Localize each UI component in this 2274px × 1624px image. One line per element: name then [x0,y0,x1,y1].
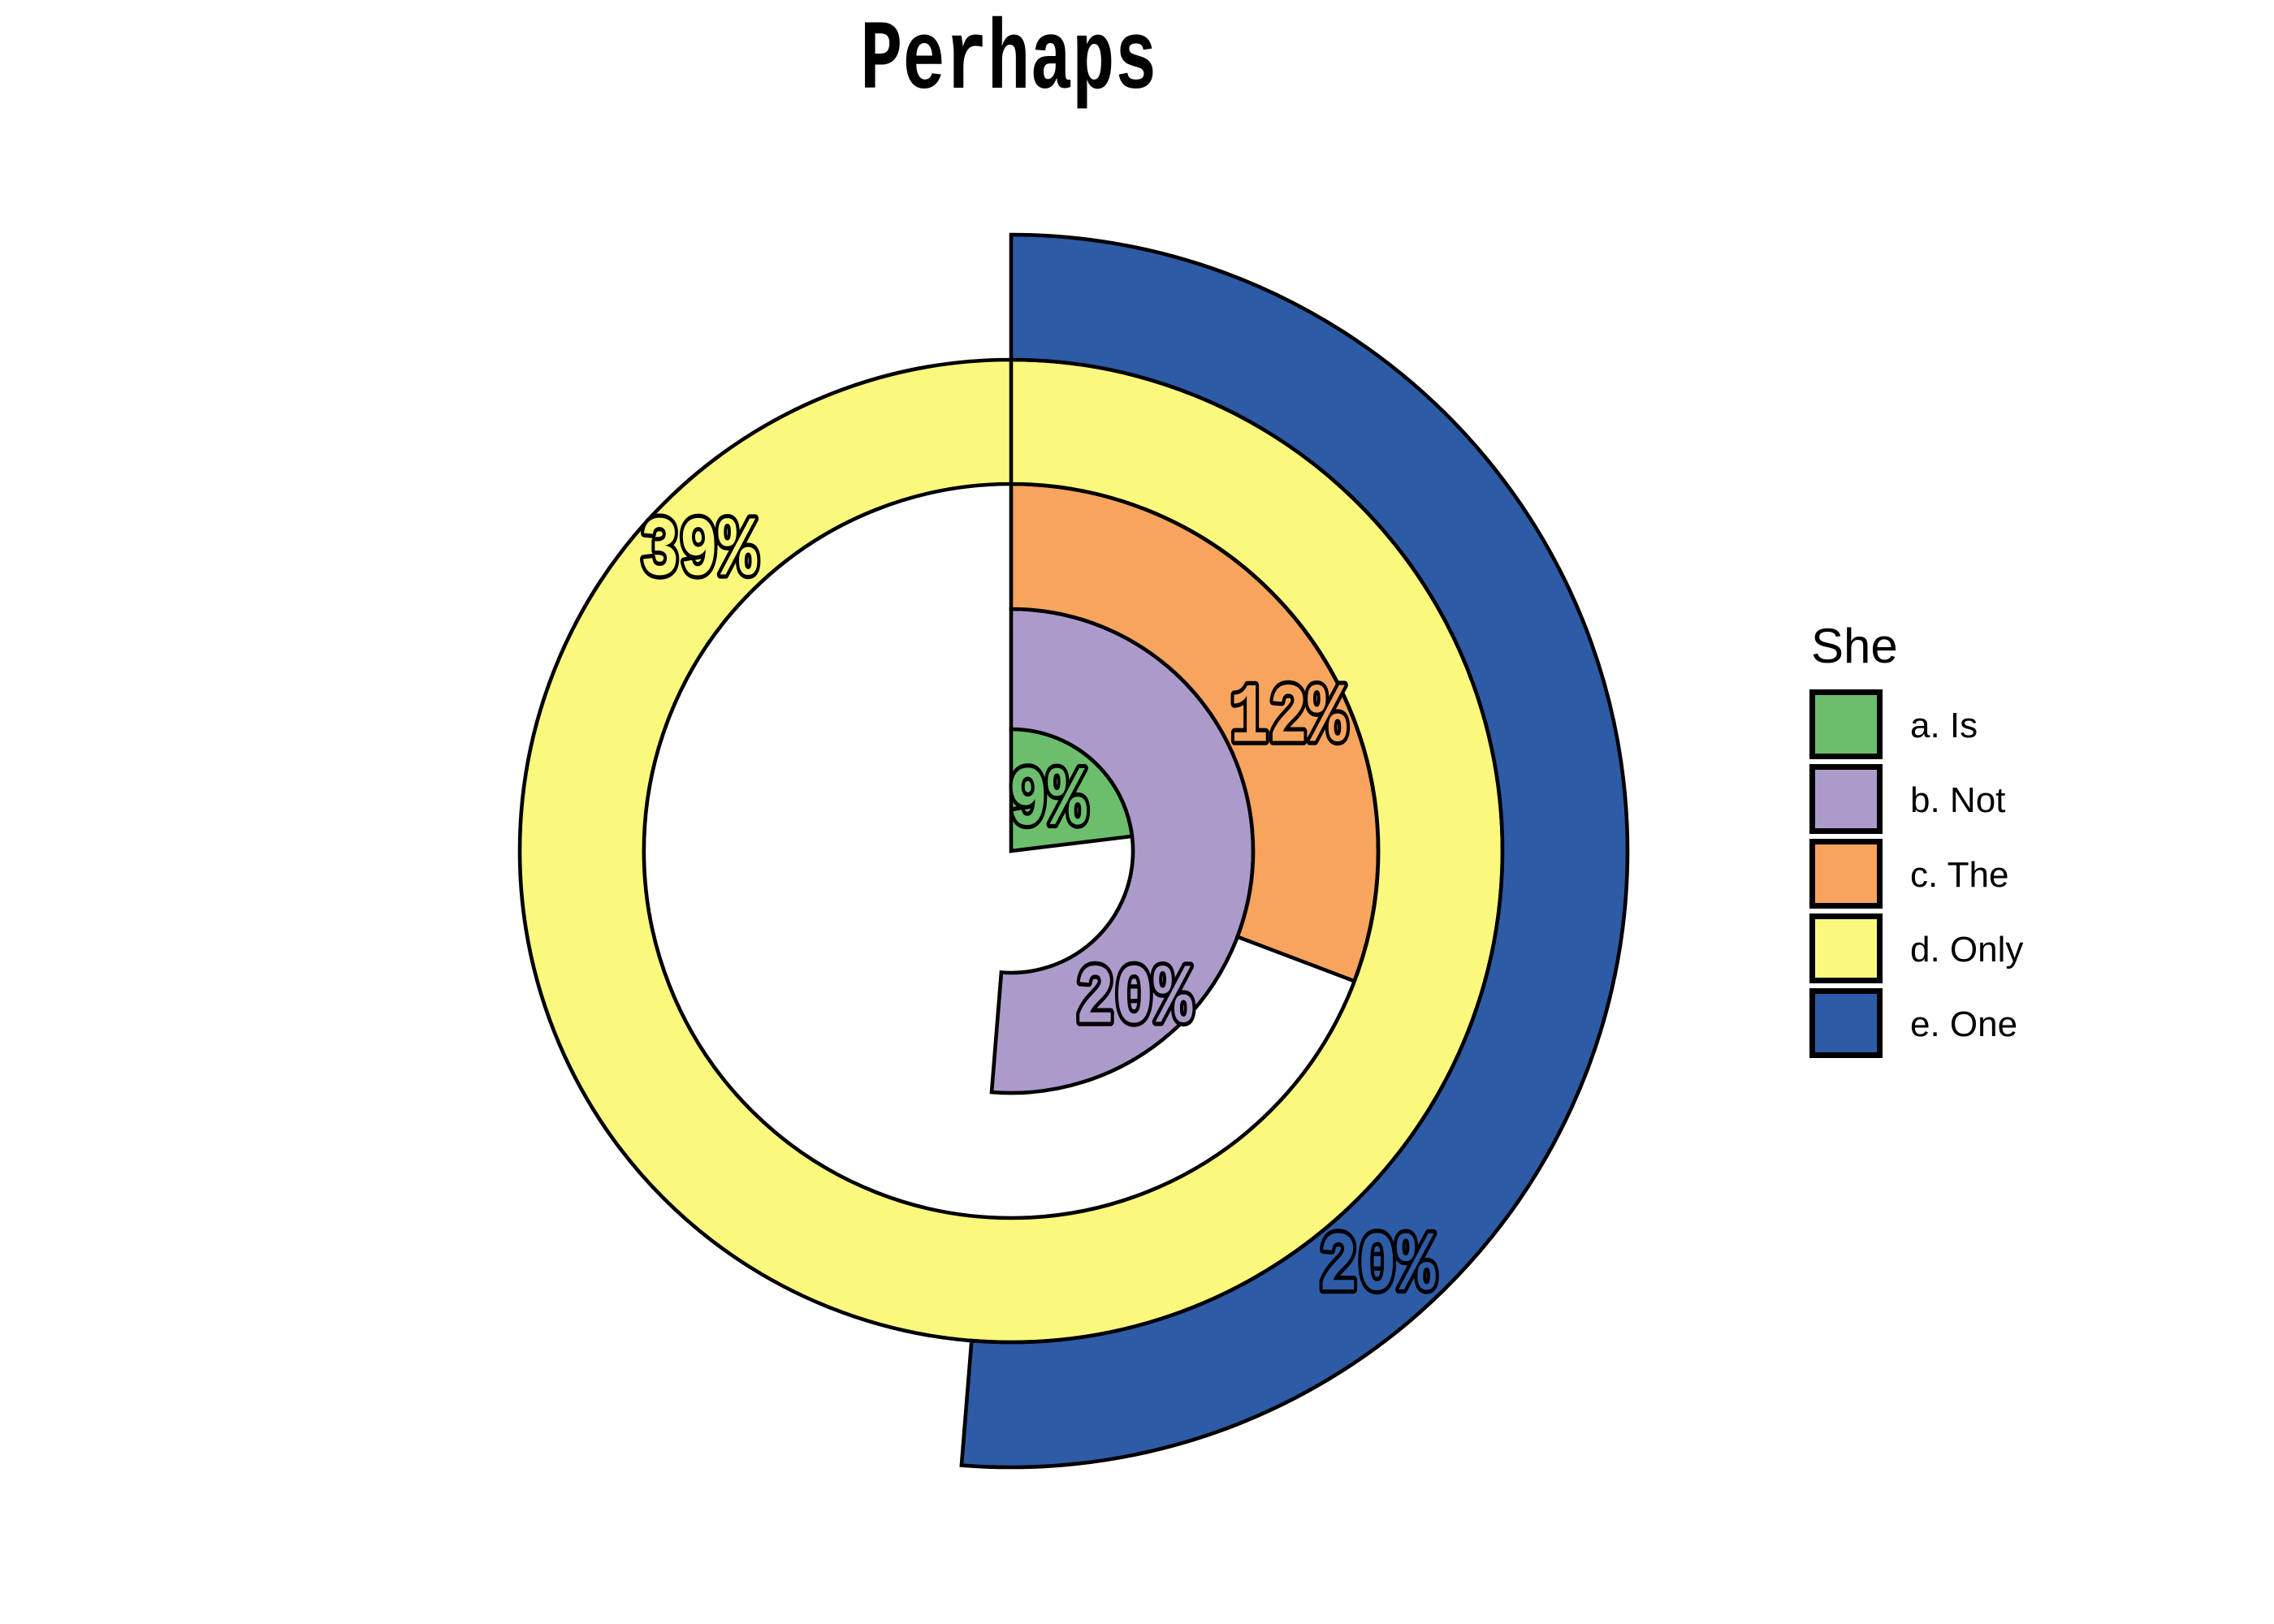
slice-label-12%: 12% [1230,671,1347,767]
slice-label-20%: 20% [1075,952,1192,1047]
legend-label: d. Only [1910,930,2023,970]
slice-percent-labels: 9% 20% 12% 39% 20% [637,501,1440,1319]
legend-item: c. The [1809,839,2008,909]
legend-item: a. Is [1809,689,1978,759]
legend-swatch-icon [1809,839,1883,909]
legend-title: She [1811,619,1898,673]
slice-label-20%: 20% [1319,1220,1436,1315]
legend-item: d. Only [1809,914,2023,983]
legend-label: a. Is [1910,706,1978,745]
pie-rings [517,232,1630,1470]
legend-label: c. The [1910,855,2008,895]
legend-items: a. Is b. Not c. The d. Only e. One [1809,689,2023,1058]
slice-label-9%: 9% [1009,754,1087,850]
legend: She a. Is b. Not c. The d. Only e. One [1809,619,2023,1058]
legend-label: e. One [1910,1004,2017,1044]
legend-label: b. Not [1910,780,2005,820]
legend-item: e. One [1809,988,2017,1058]
slice-e-one [959,232,1630,1470]
legend-swatch-icon [1809,764,1883,834]
legend-swatch-icon [1809,914,1883,983]
legend-swatch-icon [1809,988,1883,1058]
slice-label-39%: 39% [640,504,757,600]
legend-swatch-icon [1809,689,1883,759]
legend-item: b. Not [1809,764,2005,834]
chart-title: Perhaps [860,6,1156,118]
